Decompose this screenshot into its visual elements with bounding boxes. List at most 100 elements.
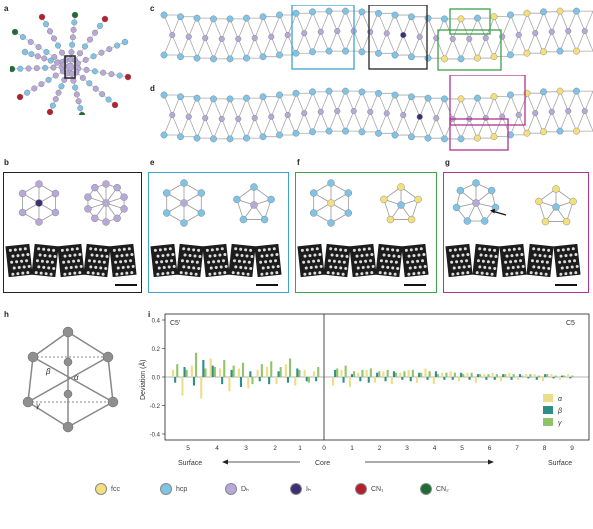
deviation-bar (508, 372, 511, 377)
atomic-column-spot (211, 260, 216, 264)
atomic-column-spot (479, 253, 483, 257)
atom-sphere (116, 72, 123, 79)
atom-sphere (342, 127, 349, 135)
atom-sphere (259, 13, 267, 21)
atomic-column-spot (100, 254, 104, 258)
deviation-bar (237, 368, 240, 377)
atomic-column-spot (71, 259, 76, 263)
atomic-column-spot (21, 253, 25, 257)
atomic-column-spot (102, 260, 107, 264)
atomic-column-spot (273, 259, 278, 263)
atom-sphere (474, 134, 481, 142)
atom-sphere (267, 195, 275, 204)
atomic-column-spot (198, 254, 202, 259)
atom-sphere (457, 55, 465, 63)
atomic-column-spot (105, 254, 109, 259)
atomic-column-spot (569, 253, 573, 257)
y-tick-label: 0.4 (152, 319, 161, 325)
atom-sphere (380, 195, 388, 204)
atomic-column-spot (386, 247, 390, 251)
atomic-column-spot (381, 265, 385, 269)
atomic-column-spot (508, 260, 513, 264)
atomic-column-spot (422, 252, 426, 257)
atomic-column-spot (104, 266, 108, 271)
deviation-bar (420, 372, 423, 377)
atomic-column-spot (452, 266, 456, 270)
atom-sphere (226, 55, 234, 63)
deviation-bar (554, 375, 557, 377)
atomic-column-spot (265, 272, 269, 276)
atomic-column-spot (529, 270, 533, 275)
atom-sphere (507, 11, 514, 19)
atom-sphere (41, 55, 48, 62)
atomic-column-spot (91, 271, 95, 275)
atomic-column-spot (74, 265, 78, 269)
atomic-column-spot (418, 265, 422, 269)
panel-b-scalebar (115, 284, 137, 286)
atomic-column-spot (463, 247, 467, 251)
atom-sphere (210, 95, 217, 103)
atom-sphere (193, 54, 201, 62)
atomic-column-spot (262, 248, 267, 252)
atomic-column-spot (52, 266, 56, 271)
atom-sphere (91, 183, 99, 192)
atom-sphere (408, 133, 415, 141)
atomic-column-spot (544, 272, 548, 276)
dh-axis-atom (251, 35, 258, 42)
atomic-column-spot (234, 247, 238, 251)
atomic-column-spot (516, 265, 520, 269)
atomic-column-spot (562, 260, 567, 264)
deviation-bar (462, 374, 465, 377)
legend-cn2-label: CN₂ (436, 485, 449, 493)
deviation-bar (529, 374, 532, 377)
atom-sphere (197, 209, 206, 217)
atomic-column-spot (210, 248, 215, 252)
deviation-bar (344, 365, 347, 377)
atomic-column-spot (73, 271, 77, 275)
atomic-column-spot (507, 248, 512, 252)
dh-axis-atom (482, 115, 489, 122)
deviation-bar (247, 377, 250, 389)
atom-sphere (375, 129, 382, 137)
deviation-bar (258, 377, 261, 382)
atom-sphere (327, 179, 335, 187)
deviation-bar (535, 377, 538, 380)
atomic-column-spot (355, 272, 359, 276)
atomic-column-spot (92, 259, 97, 263)
deviation-bar (409, 377, 412, 382)
atom-sphere (276, 131, 283, 139)
atom-sphere (91, 29, 98, 36)
panel-e-images (150, 243, 286, 281)
chain-end-atom (124, 73, 132, 81)
atomic-column-spot (9, 260, 14, 264)
atomic-column-spot (318, 252, 322, 257)
deviation-bar (403, 371, 406, 377)
atomic-column-spot (340, 254, 344, 258)
atom-sphere (74, 60, 81, 67)
atom-sphere (62, 326, 74, 338)
dh-axis-atom (548, 108, 555, 115)
deviation-bar (552, 377, 555, 379)
atomic-column-spot (64, 266, 68, 270)
atomic-column-spot (257, 248, 262, 252)
deviation-bar (384, 377, 387, 382)
deviation-bar (204, 368, 207, 377)
panel-a-cluster (10, 11, 132, 115)
deviation-bar (401, 377, 404, 380)
deviation-bar (424, 368, 427, 377)
atomic-column-spot (206, 260, 211, 264)
atomic-column-spot (491, 260, 496, 264)
atomic-column-spot (413, 265, 417, 270)
atom-sphere (70, 77, 77, 84)
dh-axis-atom (284, 111, 291, 118)
atomic-column-spot (69, 265, 73, 270)
atom-sphere (239, 215, 248, 224)
atom-sphere (391, 11, 399, 19)
cluster-core-atom (65, 62, 75, 72)
chain-end-atom (16, 93, 24, 101)
atom-sphere (358, 88, 366, 96)
deviation-bar (260, 364, 263, 377)
deviation-bar (242, 362, 245, 377)
atomic-column-spot (45, 260, 50, 264)
dh-axis-atom (218, 35, 225, 42)
